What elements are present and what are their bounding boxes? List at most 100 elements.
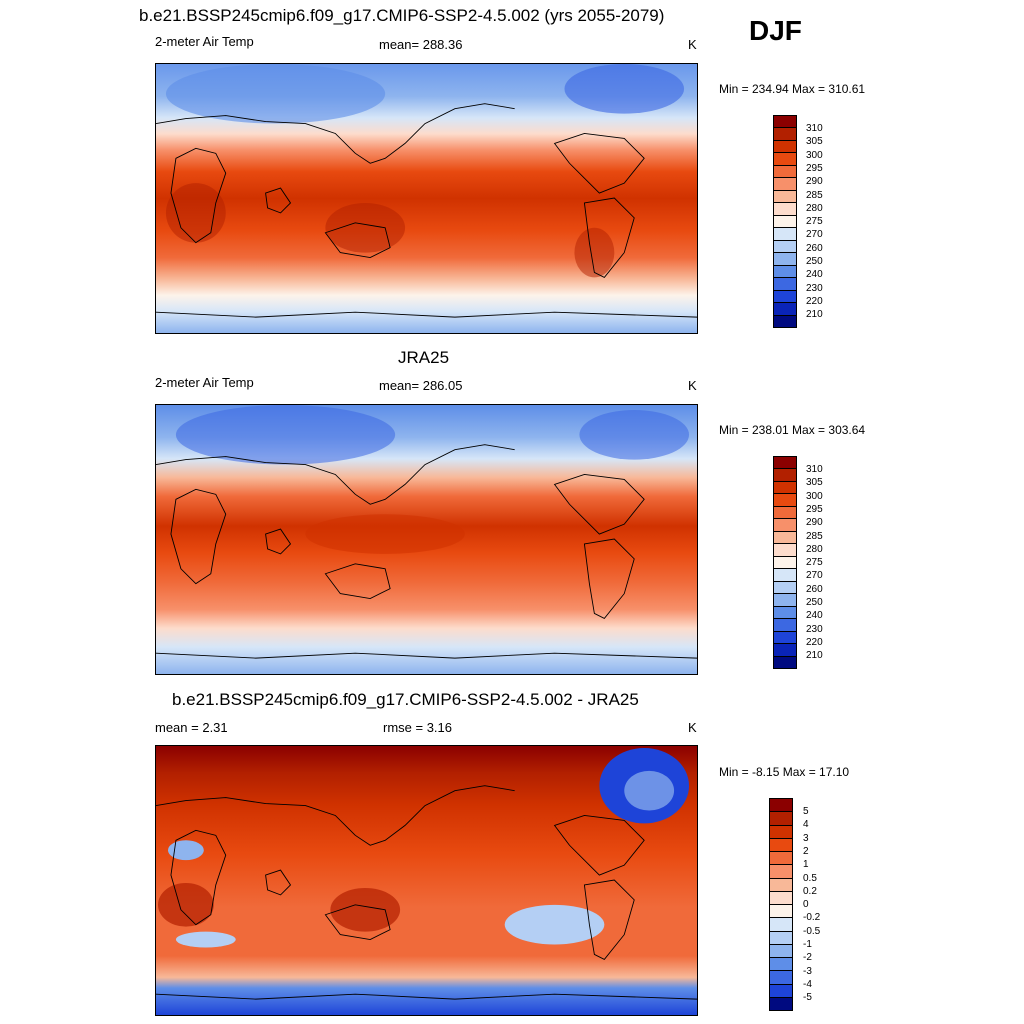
colorbar-swatch: [774, 278, 796, 291]
colorbar-tick-label: 230: [806, 623, 823, 635]
colorbar-swatch: [770, 865, 792, 879]
colorbar-tick-label: 260: [806, 242, 823, 254]
colorbar-tick-label: 275: [806, 557, 823, 569]
panel1-title: b.e21.BSSP245cmip6.f09_g17.CMIP6-SSP2-4.…: [139, 6, 665, 25]
panel1-mean-label: mean= 288.36: [379, 37, 463, 52]
colorbar-tick-label: 285: [806, 189, 823, 201]
colorbar-swatch: [774, 153, 796, 166]
colorbar-tick-label: 300: [806, 149, 823, 161]
colorbar-swatch: [774, 556, 796, 570]
colorbar-tick-label: 210: [806, 309, 823, 321]
colorbar-swatch: [770, 825, 792, 839]
colorbar-tick-label: -0.5: [803, 925, 821, 937]
colorbar-tick-label: 240: [806, 269, 823, 281]
panel2-colorbar: [773, 456, 797, 669]
panel3-title: b.e21.BSSP245cmip6.f09_g17.CMIP6-SSP2-4.…: [172, 690, 639, 709]
colorbar-tick-label: -2: [803, 952, 812, 964]
panel1-unit-label: K: [688, 37, 697, 52]
colorbar-swatch: [774, 165, 796, 179]
colorbar-swatch: [774, 128, 796, 141]
colorbar-tick-label: 210: [806, 650, 823, 662]
colorbar-swatch: [770, 838, 792, 852]
colorbar-tick-label: 260: [806, 583, 823, 595]
colorbar-swatch: [770, 997, 792, 1010]
colorbar-swatch: [774, 303, 796, 316]
colorbar-swatch: [774, 265, 796, 279]
colorbar-tick-label: 290: [806, 517, 823, 529]
colorbar-tick-label: -1: [803, 939, 812, 950]
panel1-colorbar: [773, 115, 797, 328]
colorbar-tick-label: -5: [803, 992, 812, 1004]
panel2-unit-label: K: [688, 378, 697, 393]
panel3-rmse-label: rmse = 3.16: [383, 720, 453, 735]
panel2-mean-label: mean= 286.05: [379, 378, 463, 393]
colorbar-tick-label: 230: [806, 282, 823, 294]
colorbar-swatch: [770, 878, 792, 892]
colorbar-tick-label: 285: [806, 530, 823, 542]
colorbar-swatch: [774, 215, 796, 229]
colorbar-tick-label: 270: [806, 570, 823, 582]
panel3-mean-label: mean = 2.31: [155, 720, 228, 735]
colorbar-tick-label: 220: [806, 636, 823, 648]
colorbar-swatch: [774, 631, 796, 645]
colorbar-swatch: [770, 812, 792, 826]
colorbar-swatch: [770, 799, 792, 813]
colorbar-tick-label: 270: [806, 229, 823, 241]
panel2-map: [155, 404, 698, 675]
colorbar-tick-label: 275: [806, 216, 823, 228]
colorbar-tick-label: 2: [803, 845, 809, 857]
colorbar-tick-label: 4: [803, 819, 809, 831]
colorbar-tick-label: 280: [806, 543, 823, 555]
colorbar-swatch: [770, 891, 792, 905]
colorbar-swatch: [774, 203, 796, 216]
colorbar-tick-label: 0.2: [803, 885, 817, 897]
colorbar-swatch: [774, 581, 796, 595]
colorbar-swatch: [770, 918, 792, 932]
colorbar-swatch: [770, 852, 792, 866]
colorbar-tick-label: -3: [803, 965, 812, 977]
colorbar-swatch: [774, 228, 796, 241]
colorbar-tick-label: 220: [806, 295, 823, 307]
colorbar-swatch: [774, 253, 796, 266]
colorbar-tick-label: 310: [806, 123, 823, 134]
colorbar-swatch: [774, 519, 796, 532]
colorbar-tick-label: 240: [806, 610, 823, 622]
panel1-minmax-label: Min = 234.94 Max = 310.61: [719, 82, 866, 96]
panel3-map: [155, 745, 698, 1016]
colorbar-swatch: [774, 240, 796, 254]
colorbar-swatch: [770, 971, 792, 985]
colorbar-swatch: [774, 544, 796, 557]
colorbar-swatch: [774, 606, 796, 620]
colorbar-tick-label: 300: [806, 490, 823, 502]
colorbar-swatch: [774, 594, 796, 607]
colorbar-tick-label: 3: [803, 832, 809, 844]
colorbar-swatch: [774, 494, 796, 507]
colorbar-swatch: [774, 481, 796, 495]
panel3-minmax-label: Min = -8.15 Max = 17.10: [719, 765, 850, 779]
panel3-unit-label: K: [688, 720, 697, 735]
panel1-variable-label: 2-meter Air Temp: [155, 34, 254, 49]
colorbar-swatch: [774, 469, 796, 482]
panel2-title: JRA25: [398, 348, 450, 367]
colorbar-tick-label: 295: [806, 162, 823, 174]
colorbar-swatch: [774, 290, 796, 304]
colorbar-tick-label: -0.2: [803, 912, 821, 924]
colorbar-swatch: [774, 457, 796, 470]
colorbar-tick-label: 305: [806, 477, 823, 489]
colorbar-swatch: [774, 569, 796, 582]
colorbar-swatch: [770, 958, 792, 972]
colorbar-tick-label: 290: [806, 176, 823, 188]
colorbar-tick-label: 0: [803, 899, 809, 911]
colorbar-tick-label: 295: [806, 503, 823, 515]
colorbar-swatch: [774, 116, 796, 129]
colorbar-swatch: [770, 944, 792, 958]
colorbar-swatch: [770, 984, 792, 998]
colorbar-tick-label: -4: [803, 978, 812, 990]
panel2-variable-label: 2-meter Air Temp: [155, 375, 254, 390]
panel1-map: [155, 63, 698, 334]
colorbar-swatch: [774, 178, 796, 191]
colorbar-tick-label: 1: [803, 859, 809, 871]
colorbar-tick-label: 250: [806, 597, 823, 608]
colorbar-swatch: [774, 190, 796, 204]
colorbar-swatch: [774, 506, 796, 520]
